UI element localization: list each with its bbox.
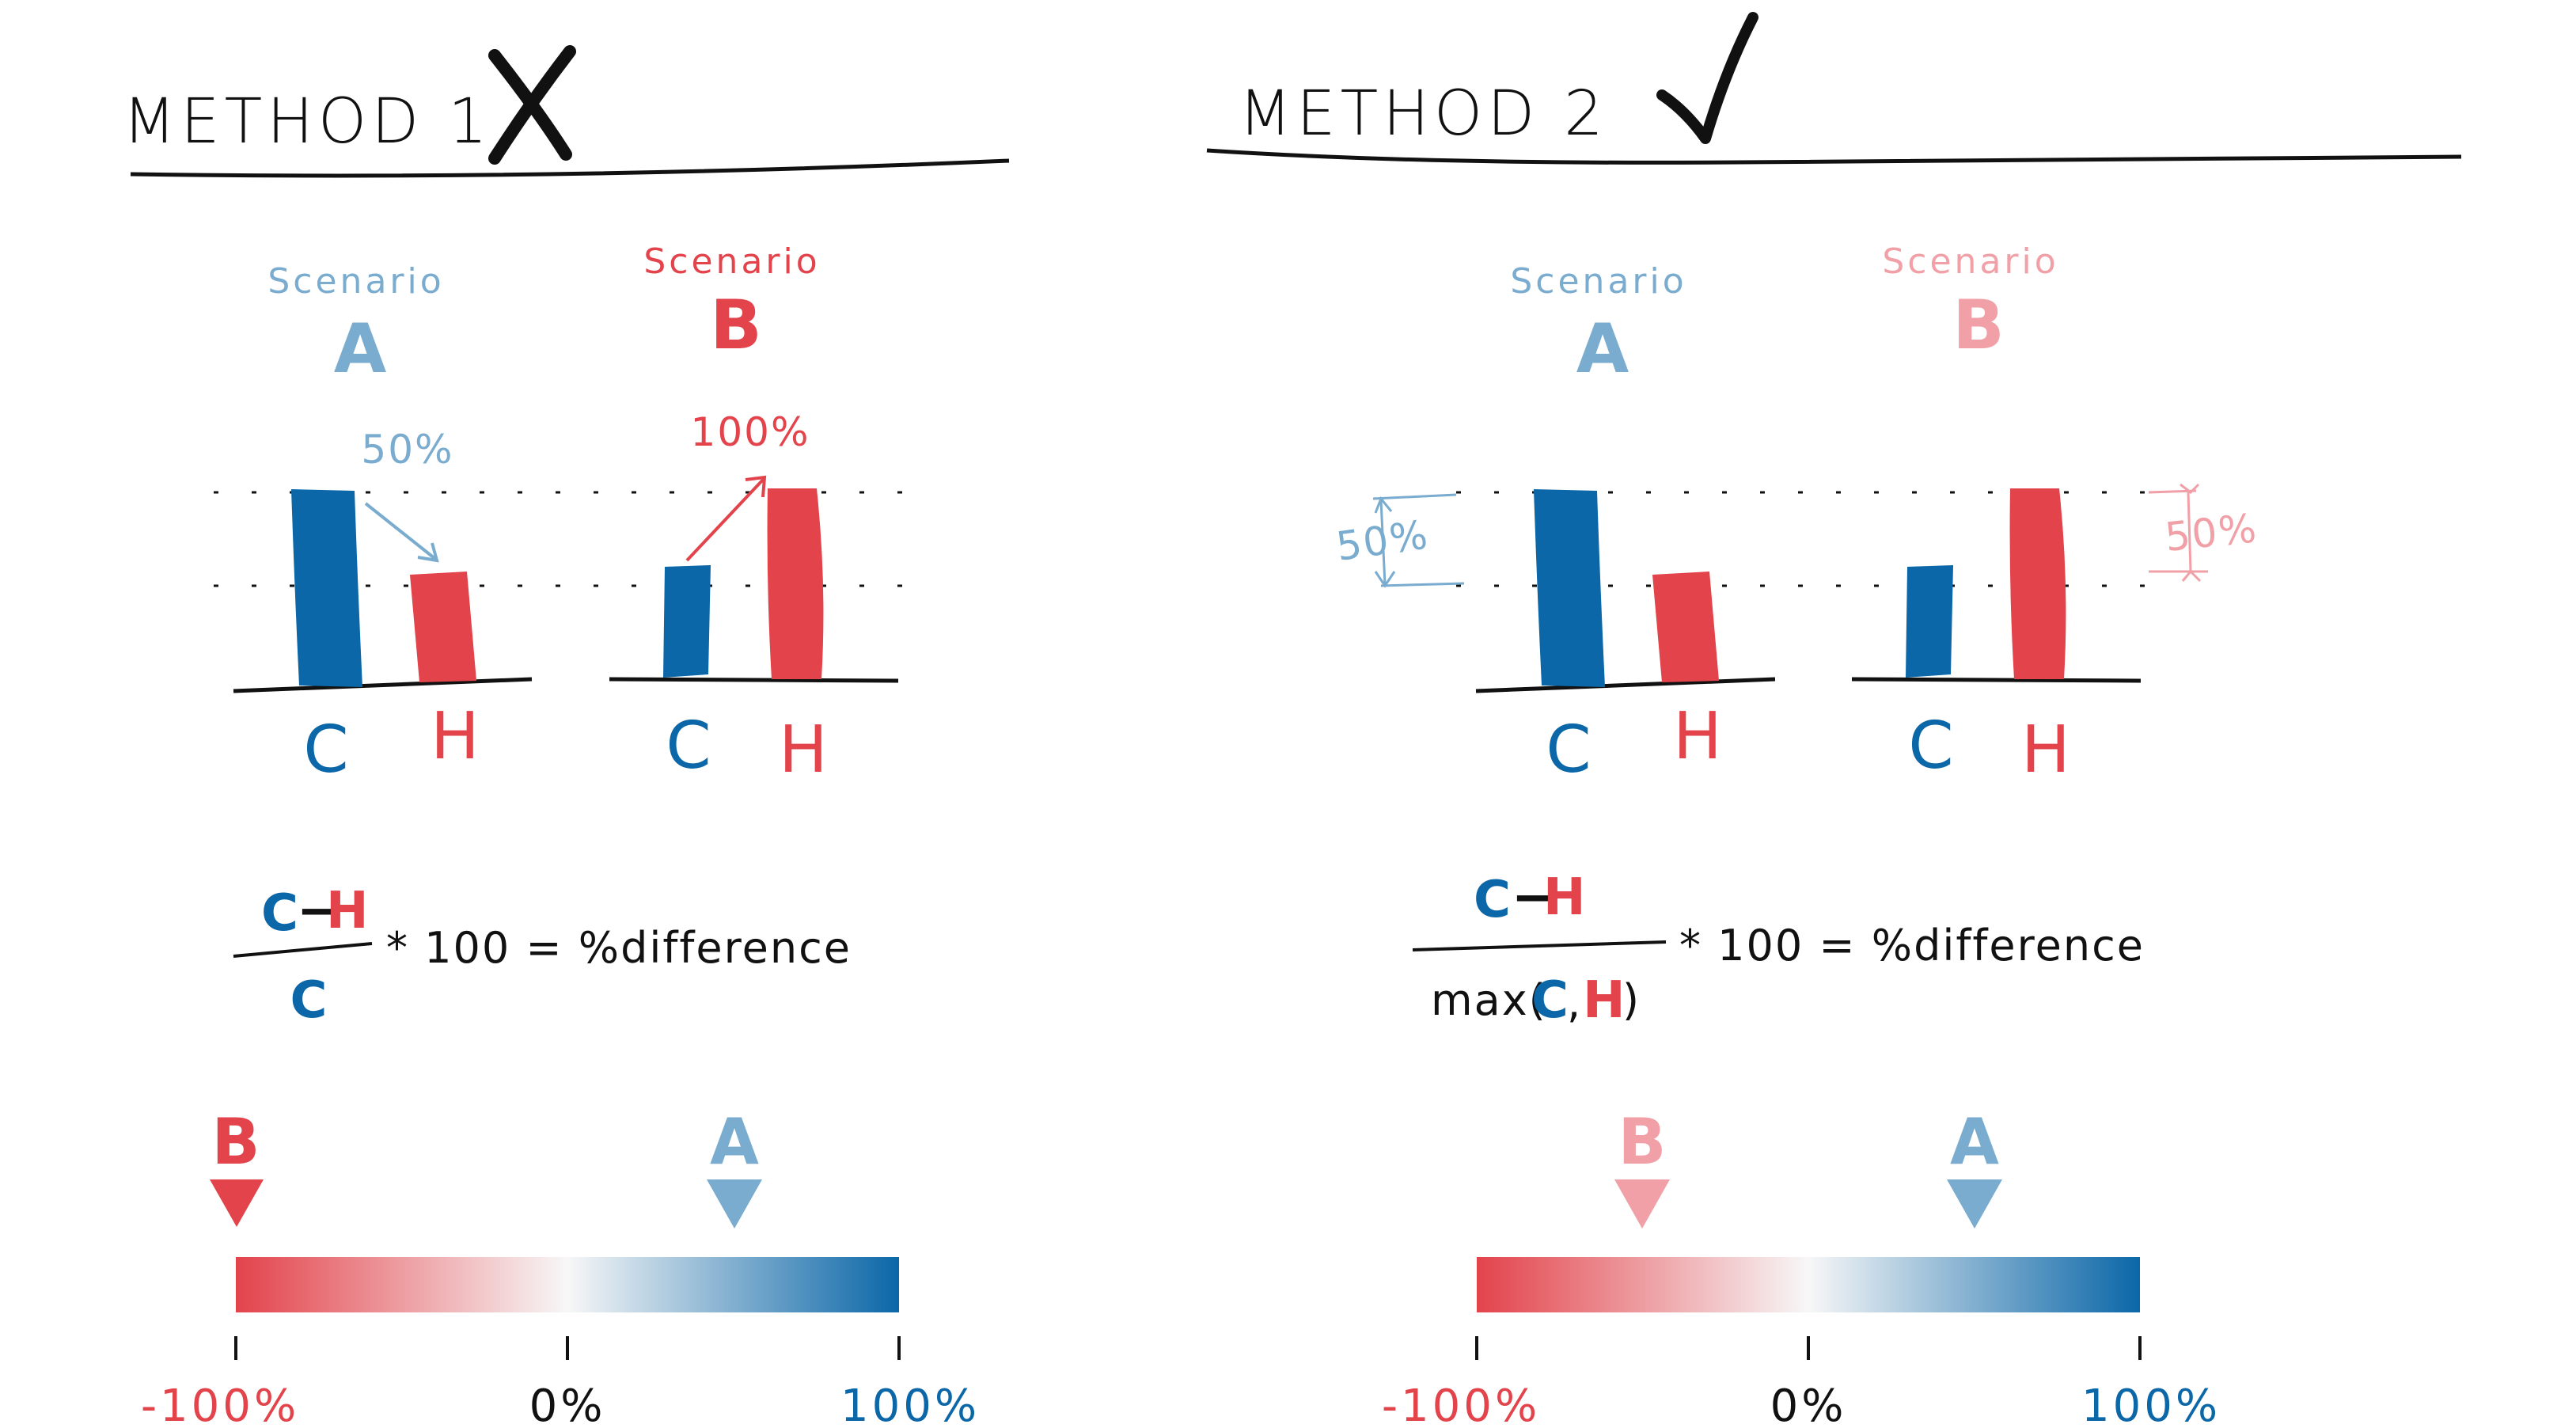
bar-label-h-a: H — [431, 699, 480, 774]
bar-label-c-a: C — [303, 712, 348, 788]
scenario-a-note: 50% — [361, 427, 453, 473]
scale2-marker-a-letter: A — [1950, 1105, 1999, 1179]
formula2-num-minus: − — [1512, 868, 1554, 927]
method2-baseline-a — [1475, 677, 1776, 693]
scale1-gradient-bar — [236, 1257, 899, 1312]
bar-label-c-b: C — [666, 708, 711, 784]
method1-underline — [130, 158, 1010, 178]
scenario-a-letter-2: A — [1576, 310, 1629, 389]
scenario-b-note-2: 50% — [2163, 505, 2260, 560]
scale1-marker-a-letter: A — [710, 1105, 759, 1179]
bar2-label-c-a: C — [1546, 712, 1591, 788]
scale2-marker-b-triangle — [1614, 1179, 1670, 1229]
x-mark-icon — [488, 45, 576, 165]
formula1-num-minus: − — [297, 882, 340, 940]
bar-b-h — [767, 488, 824, 679]
scenario-a-letter: A — [334, 310, 387, 389]
scale2-min-label: -100% — [1382, 1381, 1540, 1428]
scale1-marker-a-triangle — [707, 1179, 762, 1229]
method1-baseline-a — [233, 677, 533, 693]
scale1-max-label: 100% — [840, 1381, 980, 1428]
bar2-label-h-b: H — [2021, 712, 2070, 788]
formula1-denominator: C — [290, 971, 328, 1030]
formula2-den-h: H — [1583, 971, 1626, 1030]
dimension-bracket-left — [1372, 493, 1465, 588]
method1-panel: METHOD 1 Scenario A Scenario B C H C H 5… — [123, 45, 1010, 1428]
arrow-up-icon — [685, 475, 767, 562]
scale1-marker-b-letter: B — [212, 1105, 260, 1179]
bar2-b-h — [2009, 488, 2066, 679]
scenario-b-word: Scenario — [643, 241, 820, 282]
formula1-fraction-bar — [233, 942, 373, 958]
scenario-a-word: Scenario — [267, 261, 444, 302]
scenario-b-letter-2: B — [1952, 286, 2005, 365]
bar2-b-c — [1906, 565, 1953, 678]
formula2-den-prefix: max( — [1431, 975, 1547, 1025]
method1-baseline-b — [609, 677, 899, 683]
bar-a-c — [291, 489, 362, 687]
formula2-den-suffix: ) — [1622, 975, 1641, 1025]
scale1-mid-label: 0% — [529, 1381, 606, 1428]
scale2-marker-a-triangle — [1947, 1179, 2002, 1229]
formula2-num-c: C — [1474, 871, 1511, 929]
arrow-down-icon — [364, 502, 439, 563]
formula1-num-h: H — [326, 882, 369, 940]
formula2-rhs: * 100 = %difference — [1679, 921, 2145, 970]
scale2-marker-b-letter: B — [1618, 1105, 1667, 1179]
bar2-label-h-a: H — [1673, 699, 1722, 774]
formula2-den-c: C — [1531, 971, 1569, 1030]
bar-a-h — [410, 572, 476, 682]
scale2-gradient-bar — [1477, 1257, 2140, 1312]
scenario-b-word-2: Scenario — [1882, 241, 2058, 282]
scale2-max-label: 100% — [2081, 1381, 2221, 1428]
scenario-b-letter: B — [710, 286, 762, 365]
formula2-num-h: H — [1543, 868, 1586, 927]
formula1-rhs: * 100 = %difference — [386, 923, 852, 973]
scale2-mid-label: 0% — [1770, 1381, 1847, 1428]
formula2-fraction-bar — [1412, 940, 1667, 951]
scenario-b-note: 100% — [691, 409, 810, 455]
bar2-a-c — [1534, 489, 1605, 687]
scale1-marker-b-triangle — [210, 1179, 264, 1227]
formula2-den-comma: , — [1567, 978, 1582, 1027]
formula2-denominator: max( C , H ) — [1431, 971, 1641, 1030]
check-mark-icon — [1656, 12, 1758, 144]
bar2-a-h — [1652, 572, 1719, 682]
formula1-num-c: C — [261, 884, 298, 943]
method2-underline — [1206, 148, 2462, 165]
dimension-bracket-right — [2148, 483, 2208, 583]
method2-baseline-b — [1851, 677, 2142, 683]
method1-title: METHOD 1 — [123, 86, 492, 158]
bar-b-c — [663, 565, 711, 678]
scenario-a-word-2: Scenario — [1510, 261, 1686, 302]
bar2-label-c-b: C — [1908, 708, 1953, 784]
scale1-min-label: -100% — [141, 1381, 299, 1428]
method2-title: METHOD 2 — [1239, 78, 1608, 150]
bar-label-h-b: H — [779, 712, 828, 788]
method2-panel: METHOD 2 Scenario A Scenario B C H C H — [1206, 12, 2462, 1428]
scenario-a-note-2: 50% — [1334, 511, 1432, 570]
